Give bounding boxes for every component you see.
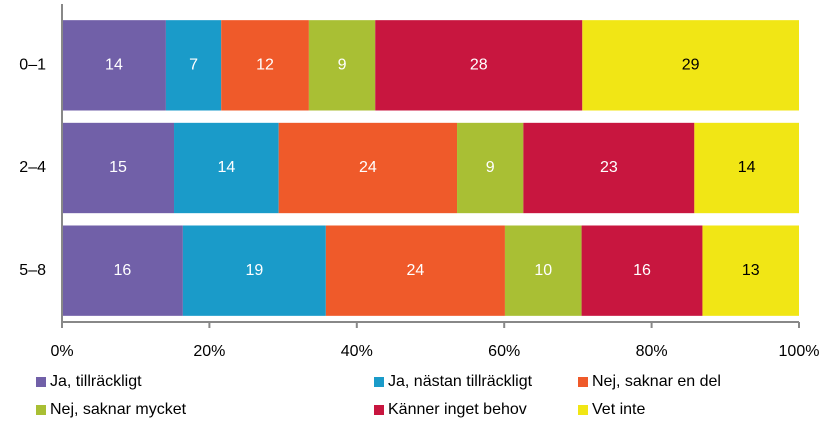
x-tick-label: 20% <box>193 343 225 360</box>
x-tick-label: 100% <box>779 343 820 360</box>
y-tick-label: 5–8 <box>19 262 46 279</box>
value-label: 23 <box>600 159 618 176</box>
value-label: 15 <box>109 159 127 176</box>
value-label: 7 <box>189 57 198 74</box>
bar-segment <box>62 225 183 316</box>
value-label: 28 <box>470 57 488 74</box>
legend-swatch <box>374 377 384 387</box>
legend-label: Ja, nästan tillräckligt <box>388 373 533 390</box>
value-label: 10 <box>534 262 552 279</box>
legend-label: Känner inget behov <box>388 401 527 418</box>
y-tick-label: 0–1 <box>19 57 46 74</box>
y-tick-label: 2–4 <box>19 159 46 176</box>
legend-swatch <box>374 405 384 415</box>
bar-segment <box>62 20 166 111</box>
bar-segment <box>375 20 583 111</box>
bar-segment <box>694 122 799 214</box>
legend-swatch <box>578 405 588 415</box>
value-label: 14 <box>738 159 756 176</box>
bar-segment <box>582 20 799 111</box>
x-tick-label: 80% <box>636 343 668 360</box>
bar-segment <box>278 122 458 214</box>
legend-label: Ja, tillräckligt <box>50 373 142 390</box>
value-label: 9 <box>486 159 495 176</box>
bar-segment <box>308 20 376 111</box>
value-label: 13 <box>742 262 760 279</box>
value-label: 24 <box>406 262 424 279</box>
value-label: 16 <box>633 262 651 279</box>
bar-segment <box>325 225 505 316</box>
bar-segment <box>174 122 279 214</box>
value-label: 12 <box>256 57 274 74</box>
bar-segment <box>523 122 695 214</box>
x-tick-label: 0% <box>50 343 73 360</box>
bar-segment <box>457 122 524 214</box>
bar-segment <box>702 225 799 316</box>
value-label: 9 <box>338 57 347 74</box>
bar-segment <box>221 20 309 111</box>
value-label: 16 <box>114 262 132 279</box>
legend-swatch <box>36 377 46 387</box>
x-tick-label: 60% <box>488 343 520 360</box>
bar-segment <box>504 225 582 316</box>
legend-label: Nej, saknar mycket <box>50 401 187 418</box>
bar-segment <box>182 225 326 316</box>
value-label: 24 <box>359 159 377 176</box>
value-label: 14 <box>217 159 235 176</box>
value-label: 14 <box>105 57 123 74</box>
legend-label: Vet inte <box>592 401 645 418</box>
bar-segment <box>165 20 222 111</box>
legend-swatch <box>578 377 588 387</box>
bar-segment <box>581 225 703 316</box>
value-label: 19 <box>245 262 263 279</box>
legend-label: Nej, saknar en del <box>592 373 721 390</box>
value-label: 29 <box>682 57 700 74</box>
legend-swatch <box>36 405 46 415</box>
bar-segment <box>62 122 175 214</box>
x-tick-label: 40% <box>341 343 373 360</box>
